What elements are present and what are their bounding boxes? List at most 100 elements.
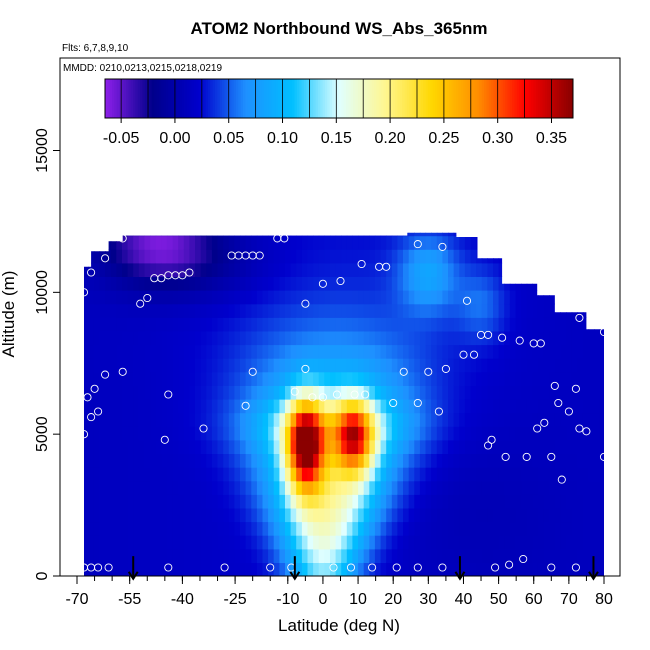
colorbar-segment (130, 79, 134, 118)
colorbar-segment (179, 79, 183, 118)
heat-cell (84, 371, 89, 386)
heat-cell (369, 358, 376, 373)
heat-cell (273, 399, 280, 414)
heat-cell (526, 467, 533, 482)
heat-cell (110, 262, 117, 277)
heat-cell (144, 399, 151, 414)
heat-cell (464, 262, 472, 277)
heat-cell (554, 385, 561, 400)
heat-cell (532, 344, 539, 359)
heat-cell (582, 562, 590, 576)
heat-cell (509, 317, 516, 332)
sample-point (582, 427, 591, 436)
heat-cell (150, 358, 157, 373)
sample-point (336, 276, 345, 286)
heat-cell (554, 467, 561, 482)
heat-cell (116, 480, 123, 495)
heat-cell (318, 562, 325, 576)
heat-cell (251, 249, 258, 264)
heat-cell (543, 467, 550, 482)
heat-cell (240, 235, 247, 250)
heat-cell (363, 439, 370, 454)
heat-cell (346, 399, 353, 414)
heat-cell (481, 330, 488, 346)
heat-cell (363, 385, 370, 400)
heat-cell (228, 235, 235, 250)
heat-cell (425, 290, 432, 305)
heat-cell (110, 371, 117, 386)
heat-cell (240, 548, 247, 563)
heat-cell (324, 480, 331, 495)
heat-cell (594, 330, 601, 346)
colorbar-segment (301, 79, 305, 118)
heat-cell (481, 290, 488, 305)
heat-cell (133, 439, 140, 454)
heat-cell (324, 276, 331, 291)
chart-title: ATOM2 Northbound WS_Abs_365nm (191, 19, 488, 38)
heat-cell (178, 439, 185, 454)
heat-cell (228, 521, 235, 536)
heat-cell (189, 535, 196, 550)
heat-cell (240, 317, 247, 332)
heat-cell (453, 426, 460, 441)
heat-cell (84, 426, 89, 441)
heat-cell (206, 276, 213, 291)
heat-cell (290, 276, 297, 291)
colorbar-segment (144, 79, 148, 118)
heat-cell (358, 494, 365, 509)
heat-cell (577, 317, 584, 332)
heat-cell (138, 358, 145, 373)
sample-point (301, 299, 310, 308)
heat-cell (234, 467, 241, 482)
heat-cell (431, 521, 438, 536)
heat-cell (211, 548, 219, 563)
heat-cell (358, 562, 365, 576)
heat-cell (442, 303, 449, 318)
heat-cell (374, 507, 382, 523)
heat-cell (493, 385, 500, 400)
heat-cell (374, 494, 382, 509)
heat-cell (414, 453, 421, 468)
heat-cell (408, 521, 415, 536)
heat-cell (526, 412, 533, 427)
heat-cell (442, 262, 449, 277)
heat-cell (172, 385, 179, 400)
heat-cell (363, 562, 370, 576)
colorbar-segment (458, 79, 462, 118)
colorbar-segment (210, 79, 214, 118)
heat-cell (155, 385, 162, 400)
heat-cell (537, 399, 545, 414)
heat-cell (554, 412, 561, 427)
heat-cell (493, 303, 500, 318)
colorbar-segment (245, 79, 249, 118)
heat-cell (431, 303, 438, 318)
heat-cell (509, 358, 516, 373)
heat-cell (363, 412, 370, 427)
colorbar-segment (320, 79, 324, 118)
heat-cell (571, 480, 578, 495)
heat-cell (273, 521, 280, 536)
heat-cell (380, 453, 387, 468)
heat-cell (155, 521, 162, 536)
heat-cell (386, 371, 393, 386)
heat-cell (161, 330, 168, 346)
heat-cell (493, 548, 500, 563)
heat-cell (206, 249, 213, 264)
heat-cell (324, 426, 331, 441)
heat-cell (133, 399, 140, 414)
heat-cell (566, 439, 573, 454)
heat-cell (318, 521, 325, 536)
heat-cell (436, 317, 443, 332)
heat-cell (374, 235, 382, 250)
heat-cell (172, 317, 179, 332)
heat-cell (150, 494, 157, 509)
heat-cell (386, 480, 393, 495)
heat-cell (599, 412, 604, 427)
heat-cell (459, 317, 466, 332)
heat-cell (161, 521, 168, 536)
colorbar-segment (533, 79, 536, 118)
colorbar-segment (254, 79, 258, 118)
heat-cell (487, 521, 494, 536)
heat-cell (189, 330, 196, 346)
heat-cell (532, 439, 539, 454)
